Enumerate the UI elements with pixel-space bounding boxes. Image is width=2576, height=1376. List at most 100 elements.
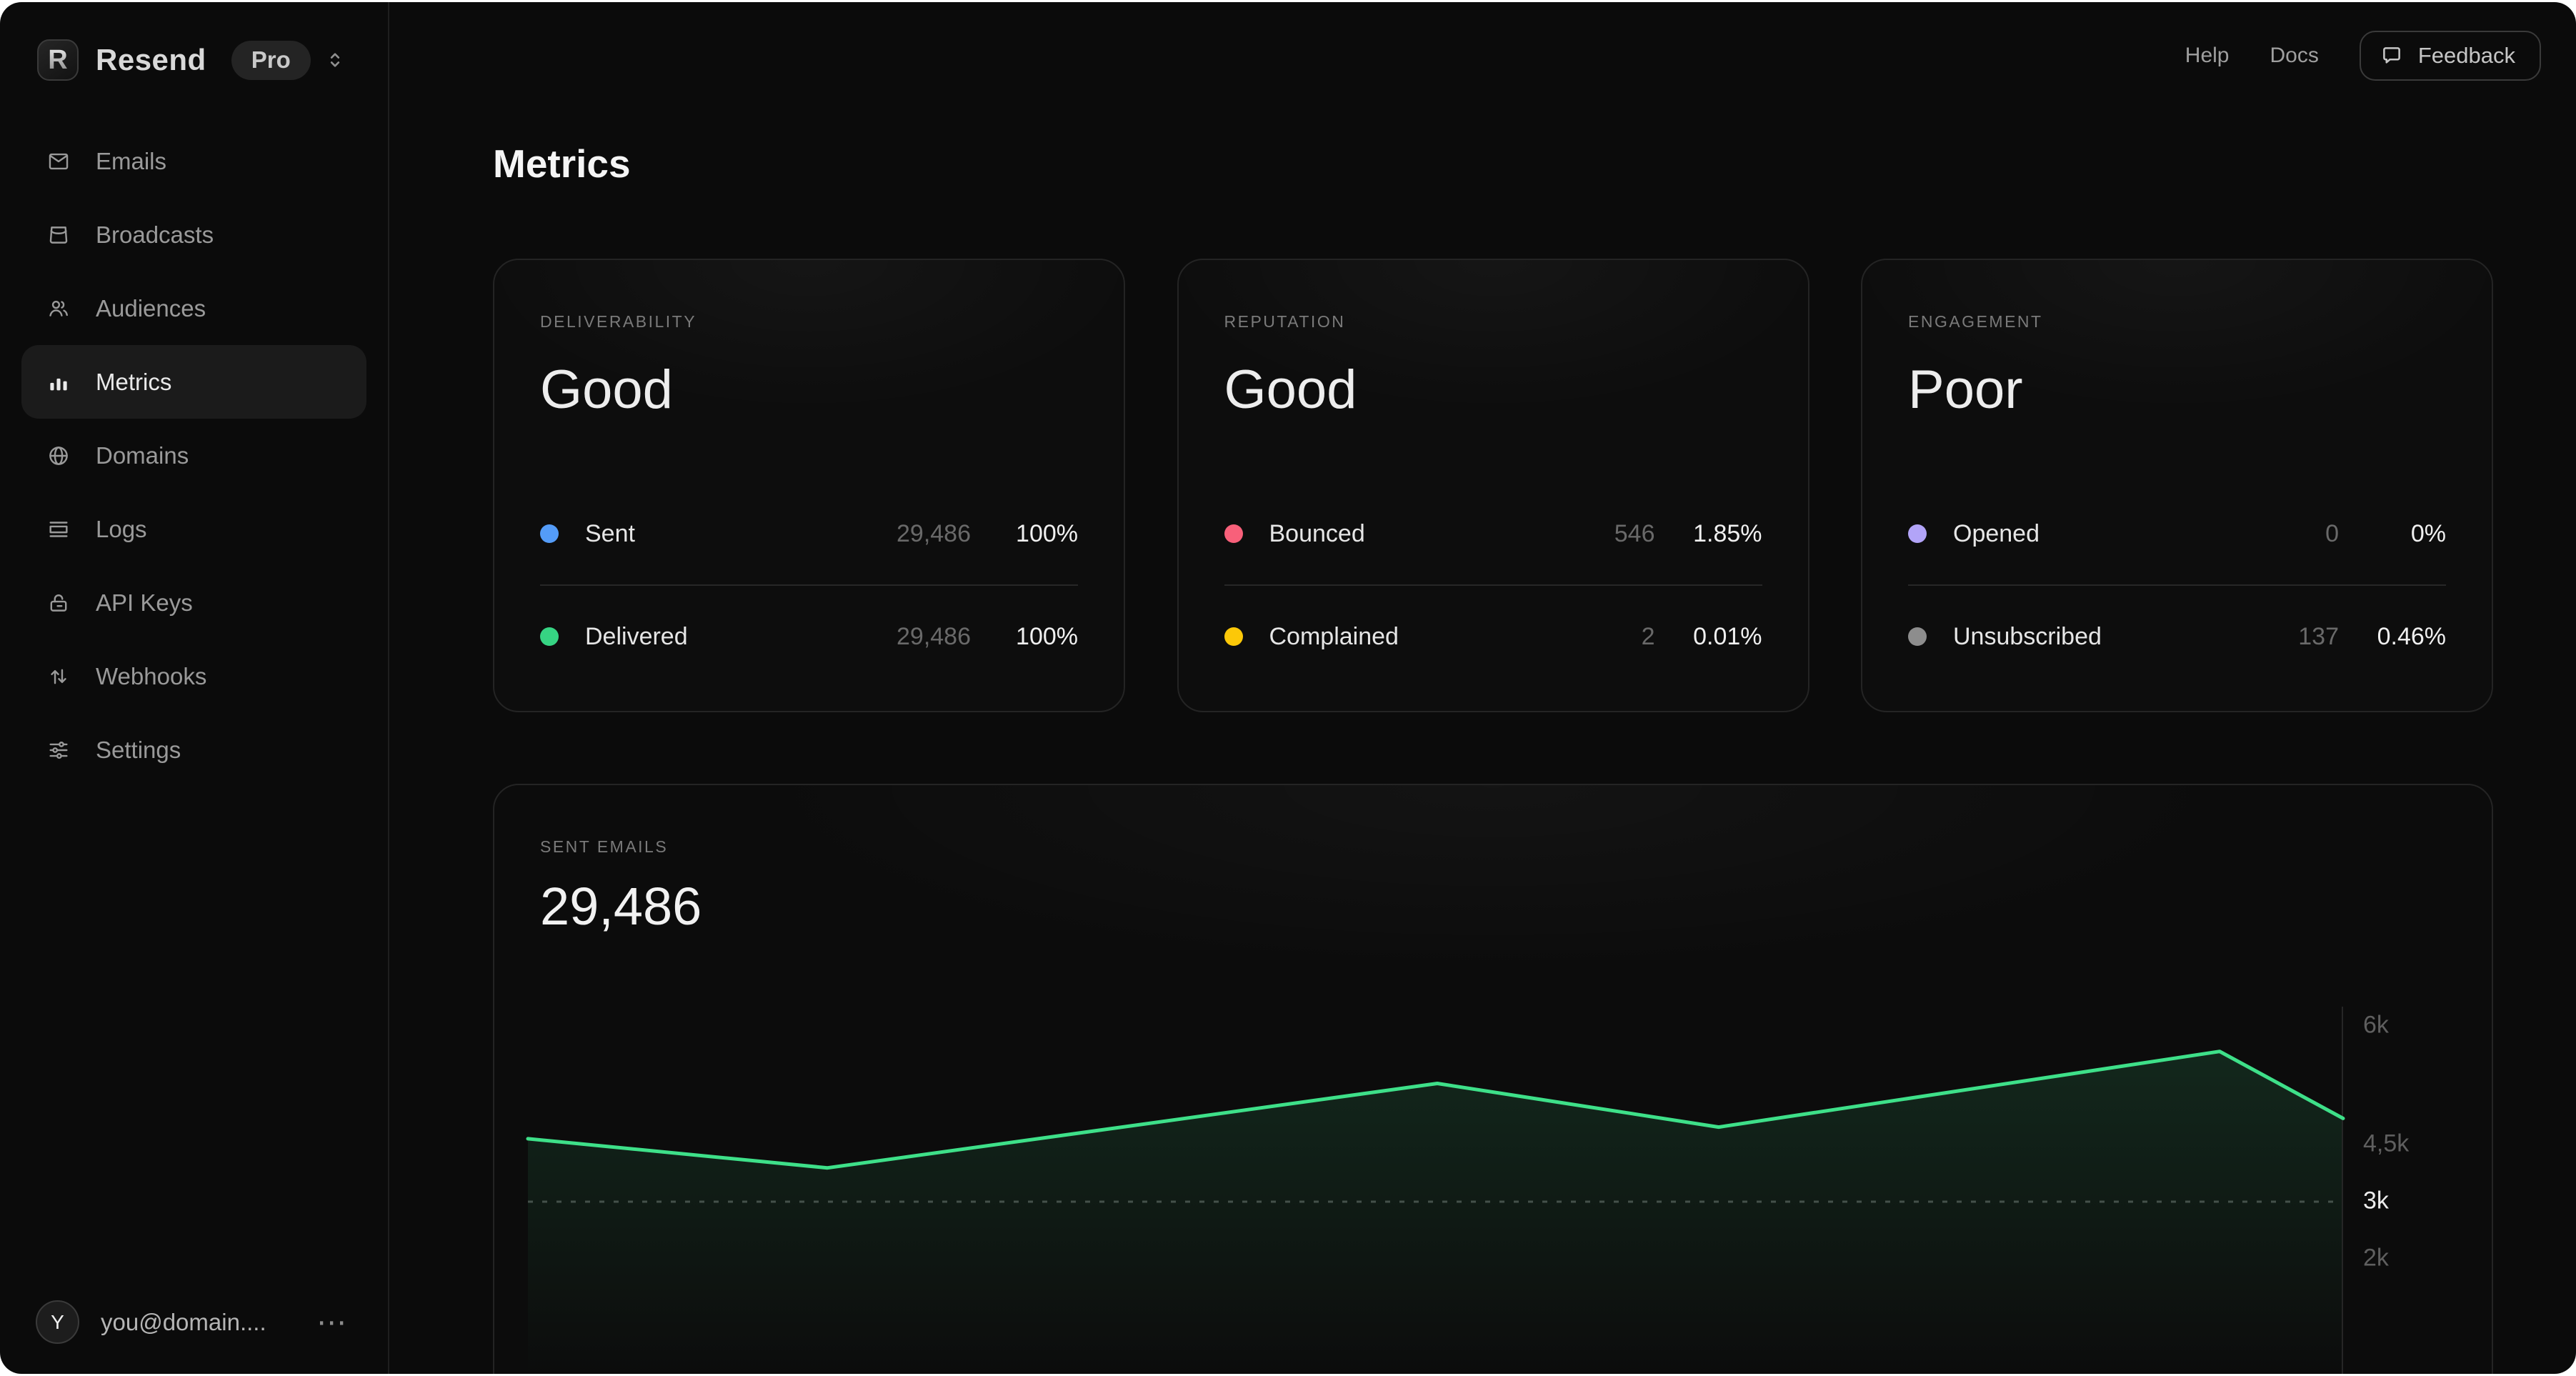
plan-badge: Pro [231, 40, 311, 80]
avatar: Y [36, 1300, 79, 1344]
sidebar-item-domains[interactable]: Domains [21, 419, 366, 492]
sidebar-item-label: Webhooks [96, 662, 207, 689]
row-divider [1224, 584, 1762, 586]
chart-line [526, 1050, 2345, 1170]
topbar: Help Docs Feedback [2185, 31, 2541, 81]
card-rows: Bounced 546 1.85% Complained 2 0.01% [1224, 483, 1762, 687]
metric-label: Delivered [585, 622, 688, 650]
sidebar-item-logs[interactable]: Logs [21, 492, 366, 566]
card-category-label: ENGAGEMENT [1908, 312, 2043, 331]
bar-chart-icon [46, 370, 71, 394]
row-divider [540, 584, 1078, 586]
user-email: you@domain.... [101, 1308, 266, 1335]
brand-name: Resend [96, 43, 206, 76]
metric-label: Bounced [1269, 519, 1365, 547]
resend-logo: R [37, 39, 79, 81]
sidebar-item-webhooks[interactable]: Webhooks [21, 639, 366, 713]
card-status-value: Poor [1908, 359, 2023, 420]
sent-emails-total: 29,486 [540, 877, 702, 936]
sidebar-item-label: Settings [96, 736, 181, 763]
metric-percent: 100% [1016, 622, 1078, 650]
metric-row-unsubscribed: Unsubscribed 137 0.46% [1908, 586, 2446, 687]
metric-row-sent: Sent 29,486 100% [540, 483, 1078, 584]
y-axis-tick: 6k [2363, 1011, 2389, 1039]
metric-count: 2 [1641, 622, 1655, 650]
avatar-initial: Y [51, 1310, 64, 1333]
metric-percent: 0.01% [1693, 622, 1762, 650]
metric-percent: 1.85% [1693, 519, 1762, 547]
card-rows: Sent 29,486 100% Delivered 29,486 100% [540, 483, 1078, 687]
user-account[interactable]: Y you@domain.... ⋯ [36, 1300, 348, 1344]
metric-label: Unsubscribed [1953, 622, 2102, 650]
chevron-up-down-icon [324, 49, 346, 71]
y-axis-tick: 3k [2363, 1187, 2389, 1215]
card-status-value: Good [1224, 359, 1357, 420]
y-axis-ticks: 6k 4,5k 3k 2k [2363, 989, 2492, 1374]
sidebar-item-emails[interactable]: Emails [21, 124, 366, 198]
metric-row-opened: Opened 0 0% [1908, 483, 2446, 584]
sliders-icon [46, 738, 71, 762]
metric-percent: 0% [2410, 519, 2446, 547]
y-axis-tick: 2k [2363, 1244, 2389, 1272]
metric-count: 29,486 [897, 622, 971, 650]
inbox-icon [46, 223, 71, 247]
arrows-up-down-icon [46, 664, 71, 689]
card-rows: Opened 0 0% Unsubscribed 137 0.46% [1908, 483, 2446, 687]
page-title: Metrics [493, 141, 631, 186]
globe-icon [46, 444, 71, 468]
main-content: Help Docs Feedback Metrics DELIVERABILIT… [389, 2, 2576, 1374]
metric-row-complained: Complained 2 0.01% [1224, 586, 1762, 687]
y-axis-tick: 4,5k [2363, 1130, 2410, 1157]
feedback-button[interactable]: Feedback [2359, 31, 2541, 81]
sidebar-item-label: Emails [96, 147, 167, 174]
row-divider [1908, 584, 2446, 586]
sidebar-item-broadcasts[interactable]: Broadcasts [21, 198, 366, 271]
sidebar-item-audiences[interactable]: Audiences [21, 271, 366, 345]
sent-emails-card: SENT EMAILS 29,486 6k 4,5k 3k 2k [493, 784, 2493, 1374]
legend-dot [1224, 524, 1243, 543]
metric-percent: 100% [1016, 519, 1078, 547]
metric-count: 137 [2298, 622, 2339, 650]
card-category-label: DELIVERABILITY [540, 312, 697, 331]
ellipsis-menu-icon[interactable]: ⋯ [316, 1305, 348, 1339]
legend-dot [1908, 627, 1927, 646]
metric-label: Complained [1269, 622, 1399, 650]
help-link[interactable]: Help [2185, 44, 2230, 67]
resend-logo-letter: R [48, 44, 68, 75]
deliverability-card: DELIVERABILITY Good Sent 29,486 100% Del… [493, 259, 1125, 712]
metric-label: Opened [1953, 519, 2040, 547]
sidebar-item-api-keys[interactable]: API Keys [21, 566, 366, 639]
sidebar-nav: Emails Broadcasts Audiences Metrics [0, 124, 388, 787]
sidebar-item-label: Domains [96, 442, 189, 469]
chart-category-label: SENT EMAILS [540, 837, 669, 856]
lock-icon [46, 591, 71, 615]
sidebar-item-label: Logs [96, 515, 147, 542]
sidebar-item-metrics[interactable]: Metrics [21, 345, 366, 419]
summary-cards: DELIVERABILITY Good Sent 29,486 100% Del… [493, 259, 2493, 712]
rows-icon [46, 517, 71, 542]
metric-count: 0 [2325, 519, 2339, 547]
engagement-card: ENGAGEMENT Poor Opened 0 0% Unsubscribed… [1861, 259, 2493, 712]
metric-count: 546 [1614, 519, 1655, 547]
sidebar-item-label: Metrics [96, 368, 172, 395]
chat-bubble-icon [2380, 44, 2404, 68]
users-icon [46, 296, 71, 321]
card-category-label: REPUTATION [1224, 312, 1346, 331]
metric-row-bounced: Bounced 546 1.85% [1224, 483, 1762, 584]
sidebar-item-settings[interactable]: Settings [21, 713, 366, 787]
metric-percent: 0.46% [2377, 622, 2446, 650]
legend-dot [540, 627, 559, 646]
envelope-icon [46, 149, 71, 174]
sidebar-item-label: Broadcasts [96, 221, 214, 248]
legend-dot [1224, 627, 1243, 646]
line-chart-svg [526, 1007, 2345, 1374]
docs-link[interactable]: Docs [2270, 44, 2319, 67]
metric-label: Sent [585, 519, 635, 547]
legend-dot [1908, 524, 1927, 543]
reputation-card: REPUTATION Good Bounced 546 1.85% Compla… [1177, 259, 1809, 712]
metric-count: 29,486 [897, 519, 971, 547]
sidebar: R Resend Pro Emails Broadcasts [0, 2, 389, 1374]
sidebar-item-label: Audiences [96, 294, 206, 321]
workspace-switcher[interactable]: R Resend Pro [37, 39, 346, 81]
